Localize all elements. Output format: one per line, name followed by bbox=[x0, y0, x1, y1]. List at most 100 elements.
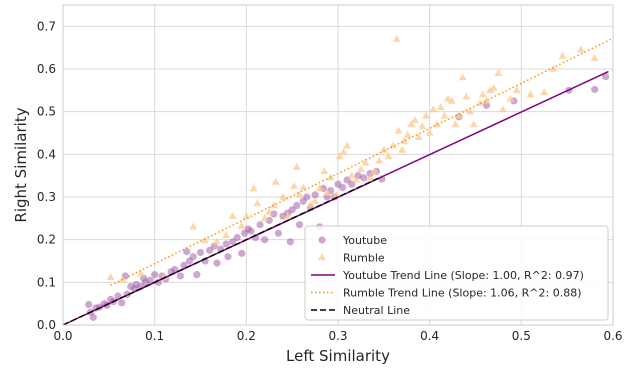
data-point bbox=[451, 120, 460, 128]
data-point bbox=[213, 237, 221, 245]
y-tick-label: 0.5 bbox=[37, 105, 56, 119]
data-point bbox=[429, 105, 438, 113]
data-point bbox=[189, 253, 197, 261]
data-point bbox=[366, 173, 375, 181]
data-point bbox=[274, 229, 283, 237]
legend: Youtube Rumble Youtube Trend Line (Slope: … bbox=[304, 225, 609, 321]
data-point bbox=[288, 206, 296, 214]
y-axis-label: Right Similarity bbox=[12, 107, 30, 222]
data-point bbox=[411, 116, 419, 123]
legend-label: Youtube bbox=[342, 234, 387, 247]
data-point bbox=[201, 236, 210, 244]
data-point bbox=[261, 236, 269, 244]
y-tick-label: 0.1 bbox=[37, 275, 56, 289]
data-point bbox=[379, 145, 388, 153]
data-point bbox=[398, 145, 407, 153]
data-point bbox=[237, 221, 246, 229]
data-point bbox=[489, 84, 498, 91]
data-point bbox=[292, 162, 301, 170]
data-point bbox=[146, 276, 154, 284]
data-point bbox=[375, 156, 384, 164]
data-point bbox=[299, 183, 308, 191]
legend-label: Youtube Trend Line (Slope: 1.00, R^2: 0.… bbox=[342, 269, 584, 282]
x-tick-label: 0.4 bbox=[420, 329, 439, 343]
data-point bbox=[512, 86, 521, 94]
data-point bbox=[228, 238, 237, 246]
data-point bbox=[271, 177, 280, 185]
data-point bbox=[476, 98, 485, 106]
data-point bbox=[213, 259, 221, 267]
data-point bbox=[499, 105, 507, 113]
data-point bbox=[183, 248, 191, 256]
data-point bbox=[392, 34, 401, 42]
x-tick-label: 0.2 bbox=[237, 329, 256, 343]
data-point bbox=[171, 265, 179, 274]
data-point bbox=[339, 148, 348, 155]
data-point bbox=[311, 197, 320, 204]
data-point bbox=[159, 273, 168, 280]
data-point bbox=[283, 212, 292, 219]
legend-label: Rumble Trend Line (Slope: 1.06, R^2: 0.8… bbox=[343, 287, 582, 300]
legend-box bbox=[304, 225, 609, 321]
legend-marker bbox=[318, 236, 326, 244]
data-point bbox=[422, 111, 430, 119]
data-point bbox=[436, 103, 445, 111]
data-point bbox=[440, 111, 449, 119]
data-point bbox=[370, 167, 379, 175]
data-point bbox=[425, 128, 434, 136]
data-point bbox=[482, 96, 491, 104]
data-point bbox=[320, 167, 329, 175]
data-point bbox=[506, 94, 515, 102]
data-point bbox=[222, 231, 231, 239]
data-point bbox=[403, 130, 412, 138]
data-point bbox=[136, 269, 145, 277]
plot-area bbox=[62, 34, 614, 326]
data-point bbox=[366, 169, 374, 178]
data-point bbox=[486, 86, 495, 94]
legend-label: Neutral Line bbox=[343, 304, 410, 317]
data-point bbox=[462, 92, 471, 100]
data-point bbox=[338, 184, 347, 192]
data-point bbox=[602, 73, 610, 81]
data-point bbox=[407, 120, 416, 128]
data-point bbox=[256, 221, 264, 229]
data-point bbox=[335, 152, 344, 160]
y-tick-label: 0.2 bbox=[37, 233, 56, 247]
data-point bbox=[466, 107, 474, 115]
data-point bbox=[206, 246, 214, 254]
y-tick-label: 0.4 bbox=[37, 147, 56, 161]
data-point bbox=[323, 188, 331, 196]
data-point bbox=[540, 88, 549, 96]
data-point bbox=[295, 221, 304, 229]
data-point bbox=[315, 184, 324, 192]
data-point bbox=[361, 158, 370, 166]
data-point bbox=[352, 175, 361, 183]
data-point bbox=[249, 184, 258, 192]
data-point bbox=[269, 201, 278, 209]
data-point bbox=[151, 271, 159, 279]
data-point bbox=[458, 73, 467, 81]
data-point bbox=[189, 222, 198, 230]
data-point bbox=[590, 54, 599, 62]
data-point bbox=[265, 216, 273, 225]
data-point bbox=[270, 210, 278, 218]
data-point bbox=[247, 227, 255, 235]
x-tick-label: 0.1 bbox=[145, 329, 164, 343]
data-point bbox=[253, 199, 262, 207]
data-point bbox=[433, 120, 441, 128]
data-point bbox=[89, 313, 97, 321]
data-point bbox=[106, 273, 115, 280]
data-point bbox=[238, 249, 246, 257]
data-point bbox=[290, 182, 298, 190]
x-axis-label: Left Similarity bbox=[286, 347, 390, 365]
data-point bbox=[265, 207, 274, 215]
data-point bbox=[394, 126, 403, 134]
data-point bbox=[176, 272, 184, 280]
data-point bbox=[85, 300, 93, 309]
data-point bbox=[332, 190, 341, 198]
tick-labels: 0.0 0.1 0.2 0.3 0.4 0.5 0.6 0.0 0.1 0.2 0.3 0.4 0.5 0… bbox=[37, 19, 623, 343]
data-point bbox=[384, 152, 393, 160]
data-point bbox=[222, 240, 230, 248]
data-point bbox=[260, 214, 269, 222]
